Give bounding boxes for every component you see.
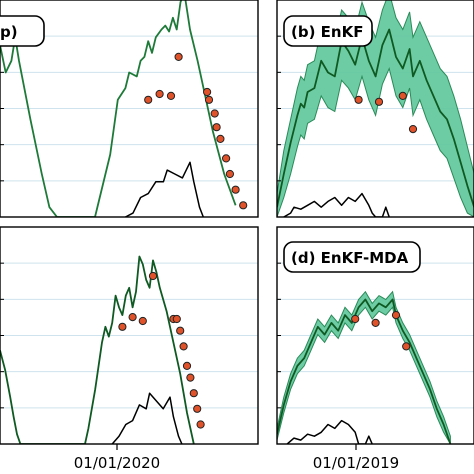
observed-line [111, 392, 183, 444]
observation-marker [118, 322, 127, 331]
observation-marker [203, 87, 212, 97]
observation-marker [212, 123, 221, 132]
observation-marker [210, 109, 219, 118]
observation-marker [391, 311, 401, 320]
observation-marker [166, 91, 176, 101]
panel-b-title: (b) EnKF [291, 23, 363, 41]
panel-b [276, 0, 474, 218]
ensemble-mean-line [277, 298, 452, 444]
ensemble-mean-line [277, 28, 474, 208]
observed-line [286, 419, 373, 444]
observation-marker [172, 314, 181, 324]
x-tick-label-left: 01/01/2020 [74, 454, 160, 472]
observation-marker [186, 373, 195, 382]
ensemble-band [277, 290, 451, 444]
observation-marker [374, 97, 384, 106]
observation-marker [354, 95, 363, 104]
observation-marker [144, 95, 153, 104]
observation-marker [351, 314, 360, 324]
observation-marker [204, 95, 214, 104]
panel-a-title: p) [0, 23, 18, 41]
observation-marker [216, 134, 225, 143]
observation-marker [239, 201, 248, 210]
observation-marker [196, 420, 205, 429]
panel-d-title-box: (d) EnKF-MDA [283, 241, 421, 273]
observation-marker [408, 125, 418, 134]
observed-line [125, 161, 204, 217]
observation-marker [193, 404, 202, 413]
observed-line [283, 192, 390, 217]
panel-a [0, 0, 259, 218]
observation-marker [176, 326, 185, 335]
observation-marker [402, 342, 411, 351]
panel-c-frame [0, 226, 259, 445]
observation-marker [174, 52, 183, 62]
panel-c [0, 226, 259, 450]
observation-marker [182, 361, 192, 370]
observation-marker [148, 271, 158, 281]
observation-marker [155, 89, 164, 99]
observation-marker [189, 389, 198, 398]
panel-a-frame [0, 0, 259, 218]
x-tick-label-right: 01/01/2019 [313, 454, 399, 472]
panel-d-plot-area [277, 290, 452, 444]
panel-b-title-box: (b) EnKF [283, 15, 373, 47]
panel-d-title: (d) EnKF-MDA [291, 249, 409, 267]
observation-marker [225, 169, 234, 179]
model-line [0, 0, 237, 217]
panel-c-plot-area [0, 255, 205, 444]
observation-marker [371, 318, 380, 327]
observation-marker [398, 91, 407, 101]
observation-marker [179, 342, 188, 351]
ensemble-mean-line [0, 255, 195, 444]
panel-d [276, 226, 474, 450]
panel-a-plot-area [0, 0, 248, 217]
observation-marker [231, 185, 240, 194]
panel-a-title-box: p) [0, 15, 45, 47]
observation-marker [222, 154, 231, 163]
panel-b-plot-area [277, 0, 474, 217]
observation-marker [128, 313, 137, 322]
observation-marker [138, 316, 147, 326]
